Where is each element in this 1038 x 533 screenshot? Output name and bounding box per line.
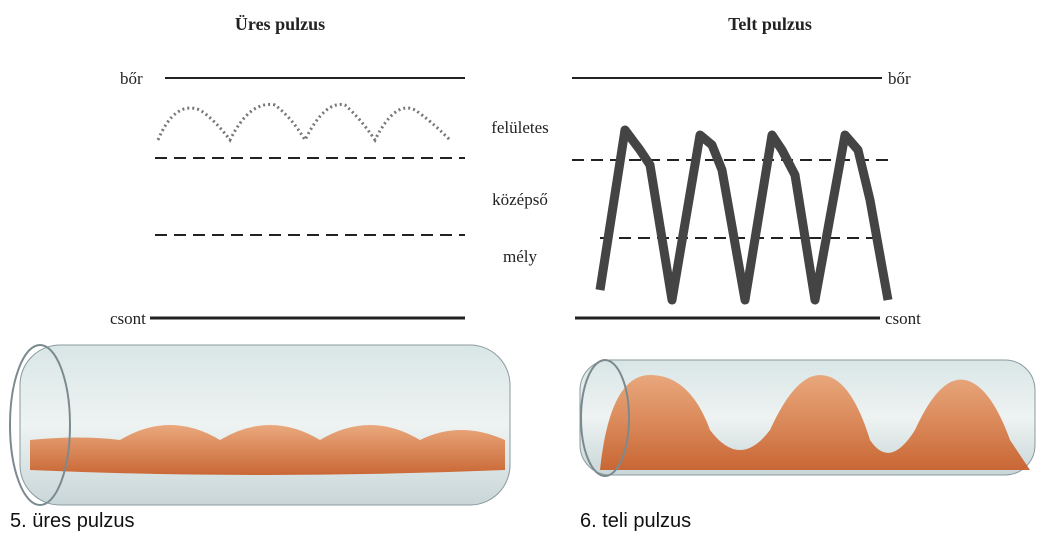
caption: 6. teli pulzus (580, 510, 691, 532)
caption: 5. üres pulzus (10, 510, 135, 532)
depth-label: mély (503, 247, 537, 266)
skin-label: bőr (120, 69, 143, 88)
empty-pulse-tube (9, 344, 511, 506)
depth-label: felületes (491, 118, 549, 137)
panel-title: Telt pulzus (728, 14, 812, 34)
empty-pulse-wave (156, 102, 452, 144)
bone-label: csont (110, 309, 146, 328)
full-pulse-wave (595, 125, 893, 305)
left-lines (150, 77, 465, 320)
skin-label: bőr (888, 69, 911, 88)
bone-label: csont (885, 309, 921, 328)
depth-label: középső (492, 190, 548, 209)
full-pulse-tube (579, 359, 1036, 477)
right-lines (572, 77, 890, 320)
panel-title: Üres pulzus (235, 14, 325, 34)
